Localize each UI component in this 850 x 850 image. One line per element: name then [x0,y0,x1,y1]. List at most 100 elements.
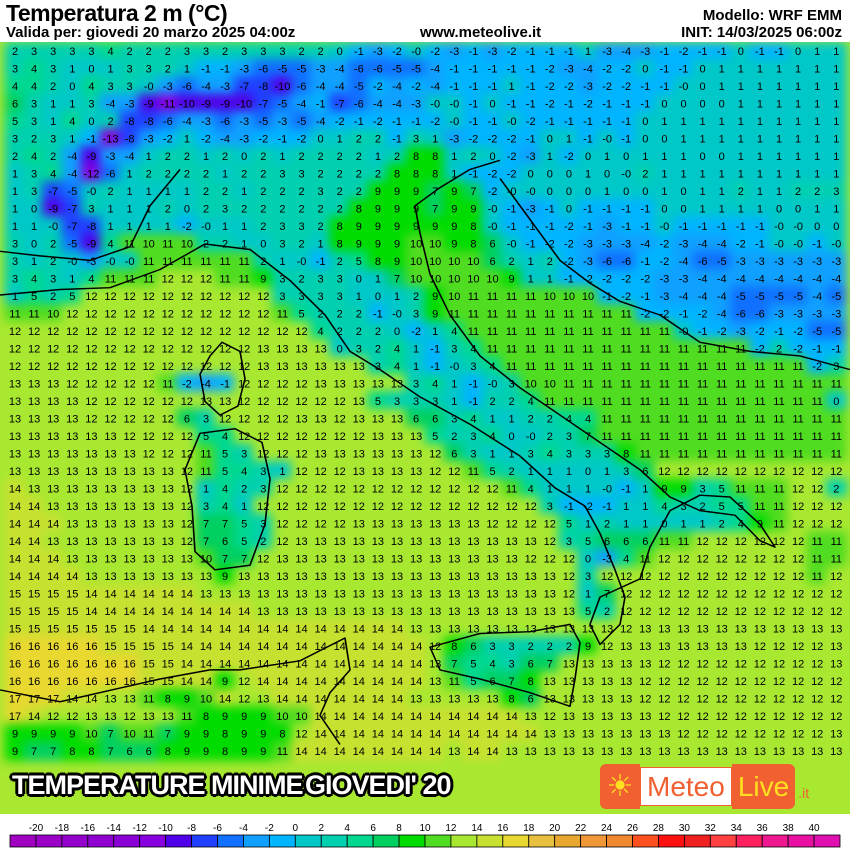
temperature-value: 13 [66,414,78,426]
temperature-value: 9 [222,711,228,723]
temperature-value: 3 [31,116,37,128]
color-scale-swatch [606,834,633,848]
temperature-value: -6 [698,256,708,268]
temperature-value: 7 [509,676,515,688]
temperature-value: -3 [220,81,230,93]
temperature-value: 11 [9,309,20,321]
temperature-value: 13 [639,711,651,723]
temperature-value: 1 [719,64,725,76]
temperature-value: 13 [620,676,632,688]
temperature-value: 11 [620,361,631,373]
temperature-value: 9 [757,519,763,531]
color-scale-swatch [761,834,789,848]
temperature-value: 12 [66,711,78,723]
temperature-value: 15 [143,641,155,653]
temperature-value: 12 [238,309,250,321]
temperature-value: 13 [47,431,59,443]
temperature-value: -2 [411,326,421,338]
temperature-value: -2 [430,46,440,58]
temperature-value: 11 [143,729,154,741]
color-scale-label: -16 [81,823,96,834]
temperature-value: -9 [220,99,230,111]
temperature-value: 13 [28,431,40,443]
temperature-value: 13 [563,624,575,636]
temperature-value: 3 [31,99,37,111]
temperature-value: 12 [123,431,135,443]
temperature-value: 14 [238,624,250,636]
temperature-value: 3 [50,274,56,286]
color-scale-label: 2 [318,823,324,834]
temperature-value: 14 [85,694,97,706]
temperature-value: 13 [162,484,174,496]
temperature-value: -1 [621,204,631,216]
temperature-value: 3 [489,641,495,653]
temperature-cell [252,93,274,114]
temperature-value: 12 [162,414,174,426]
temperature-value: 9 [394,204,400,216]
temperature-value: 13 [276,554,288,566]
temperature-value: 14 [66,571,78,583]
temperature-value: 13 [66,484,78,496]
map-title: Temperatura 2 m (°C) [6,0,228,26]
temperature-value: -3 [831,309,841,321]
temperature-value: 12 [162,449,174,461]
temperature-value: 11 [716,431,727,443]
temperature-value: 6 [146,746,152,758]
temperature-value: 12 [525,501,537,513]
temperature-value: 11 [620,414,631,426]
temperature-cell [730,42,752,61]
temperature-value: 12 [85,414,97,426]
temperature-value: -1 [564,116,574,128]
temperature-value: -2 [621,81,631,93]
temperature-value: 11 [773,519,784,531]
temperature-value: 11 [678,379,689,391]
temperature-value: -5 [831,326,841,338]
temperature-value: -1 [679,309,689,321]
temperature-value: 13 [391,536,403,548]
temperature-value: 12 [200,361,212,373]
temperature-value: -1 [621,221,631,233]
temperature-value: -0 [526,431,536,443]
temperature-value: 14 [429,746,441,758]
temperature-value: -4 [125,151,135,163]
temperature-value: 13 [66,396,78,408]
temperature-value: 13 [162,536,174,548]
color-scale-swatch [294,834,322,848]
temperature-value: 8 [222,746,228,758]
temperature-cell [787,58,809,79]
temperature-value: 1 [833,46,839,58]
temperature-value: 13 [295,536,307,548]
temperature-value: -6 [297,81,307,93]
temperature-value: 14 [181,641,193,653]
temperature-value: 11 [238,256,249,268]
temperature-value: 2 [337,256,343,268]
website-link[interactable]: www.meteolive.it [420,24,542,41]
temperature-value: 11 [831,449,842,461]
temperature-value: 12 [28,344,40,356]
temperature-value: -1 [449,81,459,93]
temperature-value: 9 [356,221,362,233]
temperature-value: 1 [566,134,572,146]
temperature-value: 13 [334,536,346,548]
temperature-value: 12 [677,659,689,671]
temperature-cell [80,76,102,96]
color-scale-swatch [709,834,737,848]
temperature-value: 12 [276,501,288,513]
color-scale-label: 8 [396,823,402,834]
temperature-value: 0 [719,151,725,163]
temperature-value: 15 [162,659,174,671]
temperature-value: -7 [239,81,249,93]
temperature-cell [405,76,427,96]
temperature-cell [80,42,102,61]
temperature-value: 12 [716,466,728,478]
temperature-value: -1 [698,326,708,338]
temperature-cell [119,42,141,61]
temperature-value: 16 [123,676,135,688]
temperature-value: 1 [814,134,820,146]
temperature-value: -1 [373,309,383,321]
temperature-value: 14 [372,729,384,741]
color-scale-swatch [217,834,244,848]
temperature-cell [539,42,561,61]
temperature-value: -5 [278,99,288,111]
temperature-value: 4 [31,151,37,163]
